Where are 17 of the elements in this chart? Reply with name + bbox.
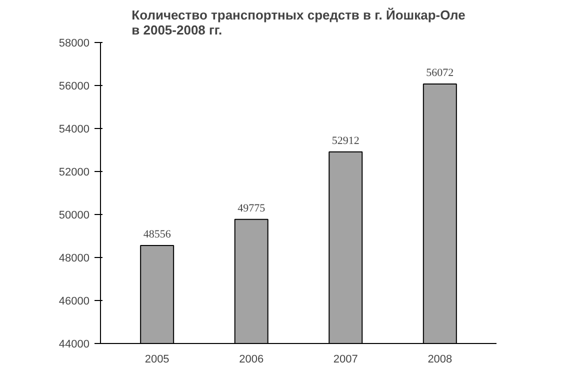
chart-title: Количество транспортных средств в г. Йошкар-Оле в 2005-2008 гг. bbox=[132, 8, 466, 38]
y-tick-label: 52000 bbox=[58, 166, 90, 178]
x-tick-label: 2006 bbox=[239, 354, 264, 366]
y-tick-label: 58000 bbox=[58, 38, 90, 50]
y-tick-label: 50000 bbox=[58, 210, 90, 222]
x-tick-label: 2008 bbox=[428, 354, 452, 366]
data-label: 49775 bbox=[238, 202, 266, 214]
y-tick-label: 44000 bbox=[58, 338, 90, 350]
data-label: 56072 bbox=[426, 66, 454, 79]
data-label: 48556 bbox=[143, 228, 172, 241]
x-tick-label: 2007 bbox=[333, 354, 358, 366]
y-tick-label: 48000 bbox=[58, 252, 90, 264]
x-tick-label: 2005 bbox=[144, 354, 170, 366]
data-label: 52912 bbox=[332, 134, 360, 147]
y-tick-label: 56000 bbox=[58, 80, 90, 92]
y-tick-label: 46000 bbox=[58, 296, 90, 308]
y-tick-label: 54000 bbox=[58, 124, 90, 136]
